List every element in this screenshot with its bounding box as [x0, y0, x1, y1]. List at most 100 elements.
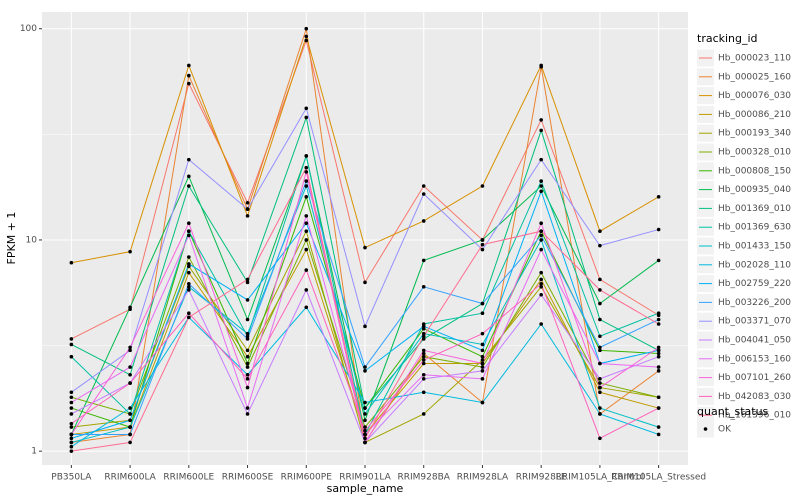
legend-label: Hb_000935_040: [718, 185, 791, 195]
point: [539, 322, 543, 326]
legend-title: quant_status: [697, 405, 769, 418]
x-tick-label: RRIM600SE: [222, 473, 274, 483]
point: [363, 412, 367, 416]
legend-label: Hb_000086_210: [718, 110, 791, 120]
point: [656, 195, 661, 199]
legend-label: Hb_000025_160: [718, 72, 791, 82]
legend-label: Hb_007101_260: [718, 373, 791, 383]
point: [421, 354, 426, 359]
point: [421, 390, 426, 395]
point: [69, 406, 74, 410]
legend-label: Hb_000808_150: [718, 166, 791, 176]
point: [480, 311, 485, 315]
point: [598, 390, 602, 395]
point: [656, 432, 661, 437]
point: [421, 348, 426, 353]
x-tick-label: RRIM600LE: [163, 473, 214, 483]
point: [187, 281, 191, 286]
legend-label: Hb_003371_070: [718, 317, 791, 327]
point: [421, 192, 426, 196]
point: [128, 345, 132, 350]
point: [539, 184, 543, 188]
point: [128, 305, 132, 310]
point: [128, 249, 132, 254]
point: [69, 449, 74, 453]
point: [245, 412, 250, 416]
point: [187, 233, 191, 238]
point: [187, 229, 191, 234]
point: [128, 412, 132, 416]
point: [539, 128, 543, 133]
point: [421, 285, 426, 289]
point: [69, 260, 74, 265]
x-tick-label: RRIM105LA_Stressed: [611, 473, 706, 483]
point: [69, 412, 74, 416]
point: [480, 238, 485, 242]
legend-label: Hb_002028_110: [718, 260, 791, 270]
legend-label: Hb_006153_160: [718, 354, 791, 364]
x-axis-title: sample_name: [327, 482, 404, 495]
point: [480, 348, 485, 353]
point: [187, 311, 191, 315]
point: [304, 214, 309, 218]
point: [539, 229, 543, 234]
point: [304, 38, 309, 43]
legend-label: Hb_000193_340: [718, 129, 791, 139]
point: [304, 165, 309, 170]
point: [187, 285, 191, 289]
point: [245, 385, 250, 390]
point: [421, 324, 426, 329]
point: [304, 195, 309, 199]
point: [245, 317, 250, 322]
y-axis-title: FPKM + 1: [5, 212, 18, 265]
point: [245, 200, 250, 205]
point: [421, 219, 426, 223]
point: [656, 406, 661, 410]
point: [363, 425, 367, 429]
point: [304, 170, 309, 174]
legend-title: tracking_id: [697, 32, 758, 45]
point: [598, 345, 602, 350]
point: [656, 258, 661, 263]
point: [245, 377, 250, 381]
point: [69, 421, 74, 426]
point: [598, 381, 602, 385]
point: [128, 365, 132, 369]
point: [421, 184, 426, 188]
y-tick-label: 1: [31, 447, 37, 457]
point: [480, 400, 485, 405]
point: [539, 189, 543, 194]
point: [656, 365, 661, 369]
point: [304, 154, 309, 158]
point: [598, 334, 602, 339]
point: [480, 331, 485, 336]
point: [480, 377, 485, 381]
point: [598, 229, 602, 234]
point: [69, 432, 74, 437]
point: [363, 365, 367, 369]
point: [128, 406, 132, 410]
point: [656, 354, 661, 359]
point: [187, 184, 191, 188]
point: [598, 361, 602, 366]
point: [187, 221, 191, 226]
point: [304, 247, 309, 252]
point: [539, 118, 543, 122]
point: [480, 354, 485, 359]
point: [187, 255, 191, 259]
x-tick-label: RRIM600LA: [104, 473, 156, 483]
point: [363, 432, 367, 437]
point: [187, 262, 191, 266]
point: [421, 377, 426, 381]
point: [245, 406, 250, 410]
point: [598, 301, 602, 306]
point: [69, 425, 74, 429]
point: [304, 238, 309, 242]
legend-label: Hb_000328_010: [718, 148, 791, 158]
point: [304, 26, 309, 31]
point: [656, 425, 661, 429]
point: [480, 184, 485, 188]
point: [245, 334, 250, 339]
point: [304, 106, 309, 111]
